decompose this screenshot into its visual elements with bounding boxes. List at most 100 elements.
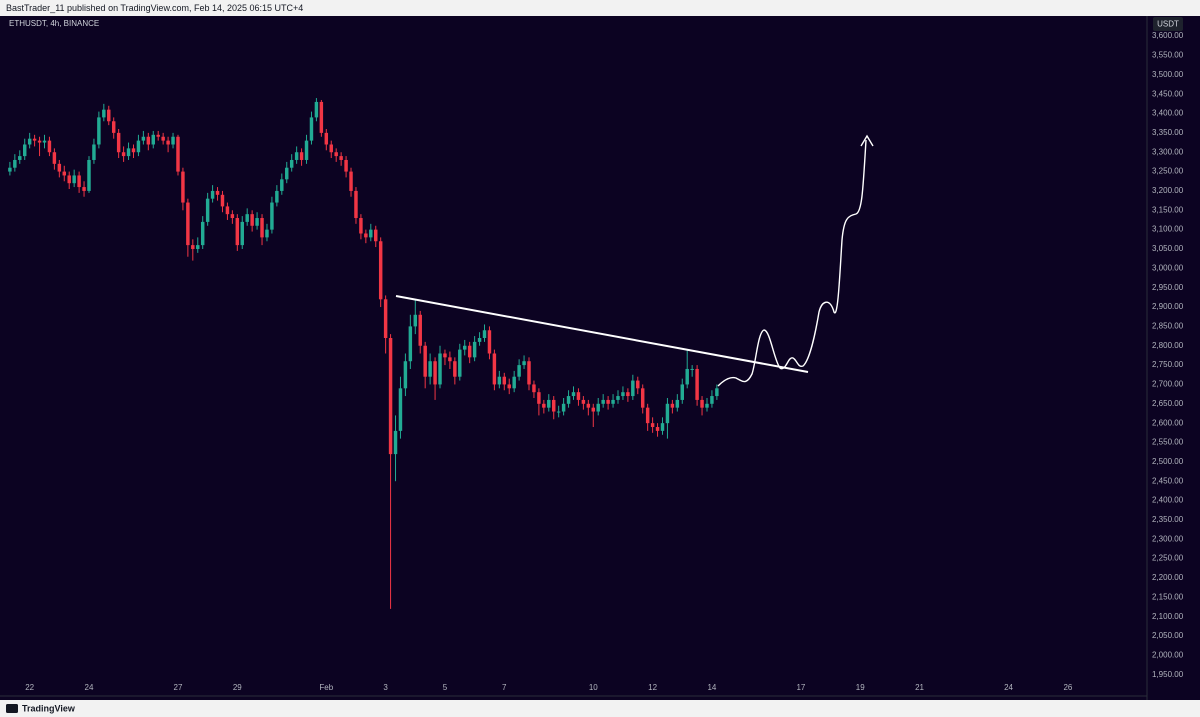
candle-body — [111, 121, 116, 133]
candle-body — [126, 148, 131, 157]
candle-body — [116, 132, 121, 153]
candle-body — [344, 159, 348, 172]
candle-body — [304, 140, 309, 160]
candle-body — [408, 326, 413, 362]
candle-body — [359, 218, 363, 234]
y-tick-label: 3,150.00 — [1152, 205, 1184, 214]
candle-body — [670, 403, 675, 408]
candle-body — [522, 361, 526, 366]
candle-body — [601, 399, 605, 404]
candle-body — [141, 136, 146, 141]
candle-body — [205, 198, 210, 222]
candle-body — [52, 152, 57, 164]
y-tick-label: 2,050.00 — [1152, 631, 1184, 640]
candle-body — [621, 392, 625, 397]
candle-body — [235, 218, 240, 246]
candle-body — [62, 171, 67, 176]
candle-body — [289, 159, 294, 168]
candle-body — [438, 353, 442, 385]
y-tick-label: 2,700.00 — [1152, 380, 1184, 389]
candle-body — [265, 229, 269, 238]
unit-box — [1153, 17, 1183, 31]
candle-body — [388, 338, 393, 455]
candle-body — [378, 241, 383, 300]
candle-body — [403, 361, 408, 389]
candle-body — [37, 140, 42, 143]
candle-body — [443, 353, 447, 358]
candle-body — [260, 218, 264, 238]
candle-body — [695, 368, 699, 400]
candle-body — [354, 190, 358, 219]
candle-body — [27, 138, 32, 145]
candle-body — [166, 140, 170, 145]
candle-body — [532, 384, 536, 393]
y-tick-label: 1,950.00 — [1152, 670, 1184, 679]
candle-body — [42, 140, 47, 143]
candle-body — [700, 399, 704, 408]
candle-body — [299, 152, 304, 160]
candle-body — [680, 384, 684, 400]
candle-body — [507, 384, 511, 389]
candle-body — [151, 134, 155, 145]
candle-body — [492, 353, 497, 385]
y-tick-label: 2,900.00 — [1152, 302, 1184, 311]
x-tick-label: 27 — [174, 683, 183, 692]
candle-body — [181, 171, 185, 203]
candle-body — [186, 202, 190, 246]
candle-body — [334, 152, 338, 157]
y-tick-label: 2,750.00 — [1152, 360, 1184, 369]
candle-body — [196, 245, 200, 249]
y-tick-label: 3,350.00 — [1152, 128, 1184, 137]
y-tick-label: 2,850.00 — [1152, 322, 1184, 331]
candle-body — [497, 376, 502, 385]
candle-body — [161, 136, 165, 141]
y-tick-label: 2,100.00 — [1152, 612, 1184, 621]
candle-body — [660, 423, 665, 431]
y-tick-label: 2,800.00 — [1152, 341, 1184, 350]
candle-body — [418, 314, 422, 346]
y-tick-label: 2,550.00 — [1152, 438, 1184, 447]
candle-body — [255, 218, 259, 226]
x-tick-label: 17 — [796, 683, 805, 692]
candle-body — [482, 330, 487, 339]
candle-body — [102, 109, 106, 118]
candle-body — [324, 132, 329, 145]
y-tick-label: 2,200.00 — [1152, 573, 1184, 582]
candle-body — [250, 214, 254, 226]
candle-body — [428, 361, 432, 377]
candle-body — [561, 403, 566, 412]
candle-body — [547, 399, 551, 408]
candle-body — [448, 357, 452, 362]
candle-body — [107, 109, 111, 122]
x-tick-label: 19 — [856, 683, 865, 692]
footer-bar — [0, 700, 1200, 717]
y-tick-label: 2,450.00 — [1152, 476, 1184, 485]
y-tick-label: 3,050.00 — [1152, 244, 1184, 253]
y-tick-label: 2,400.00 — [1152, 496, 1184, 505]
candle-body — [339, 156, 343, 160]
candle-body — [47, 140, 52, 153]
candle-body — [626, 392, 630, 397]
candle-body — [542, 403, 546, 408]
candle-body — [458, 349, 462, 377]
projection-path — [717, 139, 867, 387]
candle-body — [309, 117, 314, 141]
candle-body — [502, 376, 507, 385]
y-tick-label: 3,500.00 — [1152, 70, 1184, 79]
y-tick-label: 3,250.00 — [1152, 167, 1184, 176]
y-tick-label: 3,200.00 — [1152, 186, 1184, 195]
candle-body — [18, 156, 22, 160]
y-tick-label: 2,350.00 — [1152, 515, 1184, 524]
candle-body — [369, 229, 373, 238]
candle-body — [245, 214, 249, 222]
y-tick-label: 3,600.00 — [1152, 31, 1184, 40]
candle-body — [230, 214, 235, 219]
candle-body — [57, 163, 62, 172]
candle-body — [329, 144, 333, 153]
candle-body — [72, 175, 76, 184]
candle-body — [581, 399, 586, 404]
candle-body — [215, 190, 220, 195]
y-tick-label: 3,400.00 — [1152, 109, 1184, 118]
